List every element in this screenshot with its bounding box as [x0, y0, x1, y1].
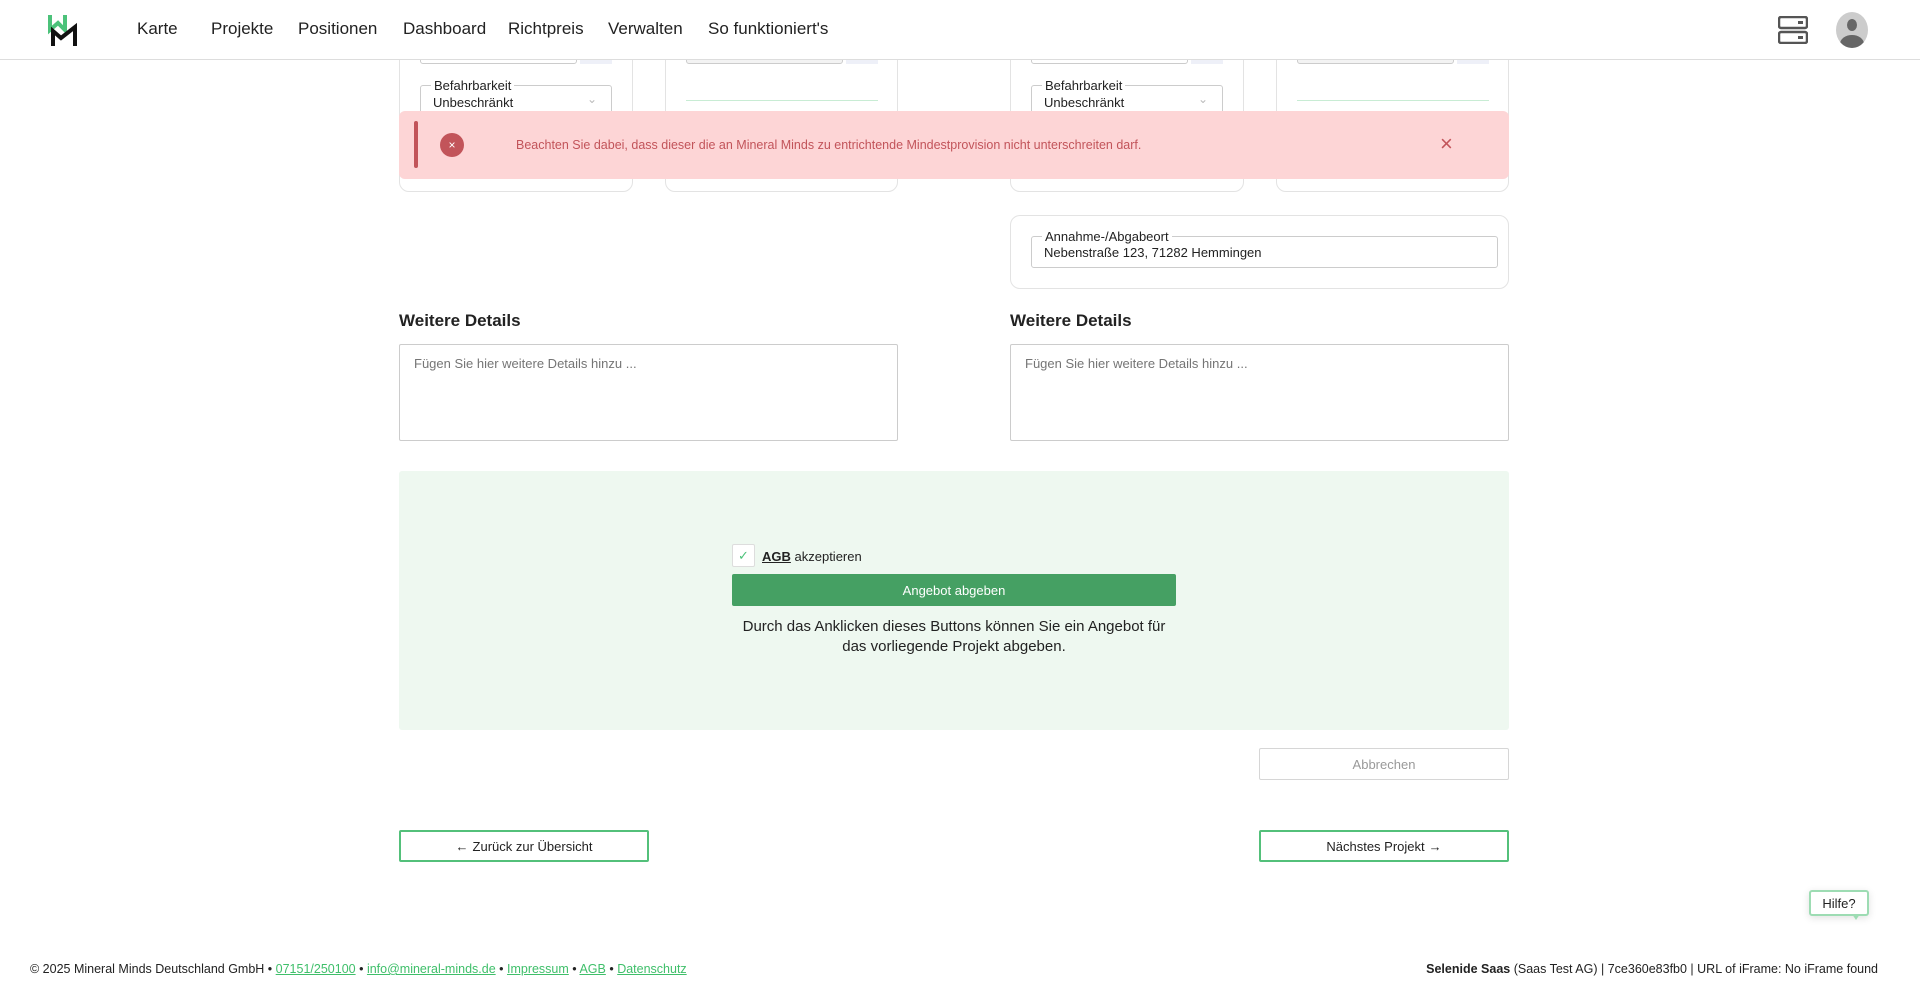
details-textarea-left[interactable]	[399, 344, 898, 441]
help-button[interactable]: Hilfe?	[1809, 890, 1869, 916]
location-input[interactable]: Annahme-/Abgabeort Nebenstraße 123, 7128…	[1031, 229, 1498, 268]
back-label: Zurück zur Übersicht	[472, 838, 593, 854]
nav-so-funktionierts[interactable]: So funktioniert's	[708, 19, 829, 38]
next-label: Nächstes Projekt	[1326, 838, 1425, 854]
select-label: Befahrbarkeit	[431, 78, 515, 93]
back-to-overview-button[interactable]: ← Zurück zur Übersicht	[399, 830, 649, 862]
input-addon	[580, 56, 612, 64]
footer-left: © 2025 Mineral Minds Deutschland GmbH • …	[30, 962, 687, 976]
chevron-down-icon: ⌄	[1197, 92, 1208, 106]
agb-link[interactable]: AGB	[762, 549, 791, 564]
input-addon	[1457, 56, 1489, 64]
phone-link[interactable]: 07151/250100	[275, 962, 356, 976]
nav-verwalten[interactable]: Verwalten	[608, 19, 683, 38]
agb-footer-link[interactable]: AGB	[579, 962, 606, 976]
copyright: © 2025 Mineral Minds Deutschland GmbH	[30, 962, 265, 976]
details-textarea-right[interactable]	[1010, 344, 1509, 441]
server-icon[interactable]	[1777, 15, 1809, 45]
input-addon	[1191, 56, 1223, 64]
divider	[686, 100, 878, 101]
email-link[interactable]: info@mineral-minds.de	[366, 962, 496, 976]
submit-offer-button[interactable]: Angebot abgeben	[732, 574, 1176, 606]
help-bubble-tail	[1852, 914, 1860, 920]
agb-label: AGB akzeptieren	[762, 549, 862, 564]
location-value: Nebenstraße 123, 71282 Hemmingen	[1044, 245, 1262, 260]
nav-dashboard[interactable]: Dashboard	[403, 19, 487, 38]
nav-richtpreis[interactable]: Richtpreis	[508, 19, 584, 38]
avatar[interactable]	[1836, 12, 1868, 48]
agb-checkbox[interactable]: ✓	[732, 544, 755, 567]
agb-text: akzeptieren	[790, 549, 862, 564]
befahrbarkeit-select[interactable]: Befahrbarkeit Unbeschränkt ⌄	[1031, 78, 1223, 125]
location-card: Annahme-/Abgabeort Nebenstraße 123, 7128…	[1010, 215, 1509, 289]
error-alert: × Beachten Sie dabei, dass dieser die an…	[399, 111, 1509, 179]
divider	[1297, 100, 1489, 101]
next-project-button[interactable]: Nächstes Projekt →	[1259, 830, 1509, 862]
footer-info: (Saas Test AG) | 7ce360e83fb0 | URL of i…	[1510, 962, 1878, 976]
details-heading-left: Weitere Details	[399, 311, 521, 330]
offer-note: Durch das Anklicken dieses Buttons könne…	[742, 618, 1166, 655]
chevron-down-icon: ⌄	[586, 92, 597, 106]
footer-right: Selenide Saas (Saas Test AG) | 7ce360e83…	[1426, 962, 1878, 976]
alert-bar	[414, 121, 418, 168]
details-heading-right: Weitere Details	[1010, 311, 1132, 330]
arrow-left-icon: ←	[455, 838, 469, 854]
input-addon	[846, 56, 878, 64]
location-label: Annahme-/Abgabeort	[1042, 229, 1172, 244]
datenschutz-link[interactable]: Datenschutz	[617, 962, 687, 976]
cancel-button[interactable]: Abbrechen	[1259, 748, 1509, 780]
error-icon: ×	[440, 133, 464, 157]
top-nav: Karte Projekte Positionen Dashboard Rich…	[0, 0, 1920, 60]
select-label: Befahrbarkeit	[1042, 78, 1126, 93]
company-name: Selenide Saas	[1426, 962, 1511, 976]
nav-projekte[interactable]: Projekte	[211, 19, 274, 38]
select-value: Unbeschränkt	[433, 95, 514, 110]
nav-positionen[interactable]: Positionen	[298, 19, 378, 38]
select-value: Unbeschränkt	[1044, 95, 1125, 110]
offer-panel: ✓ AGB akzeptieren Angebot abgeben Durch …	[399, 471, 1509, 730]
close-icon[interactable]: ×	[1440, 131, 1453, 156]
alert-message: Beachten Sie dabei, dass dieser die an M…	[516, 138, 1142, 152]
impressum-link[interactable]: Impressum	[506, 962, 569, 976]
nav-karte[interactable]: Karte	[137, 19, 178, 38]
logo[interactable]	[47, 13, 83, 49]
arrow-right-icon: →	[1428, 838, 1442, 854]
